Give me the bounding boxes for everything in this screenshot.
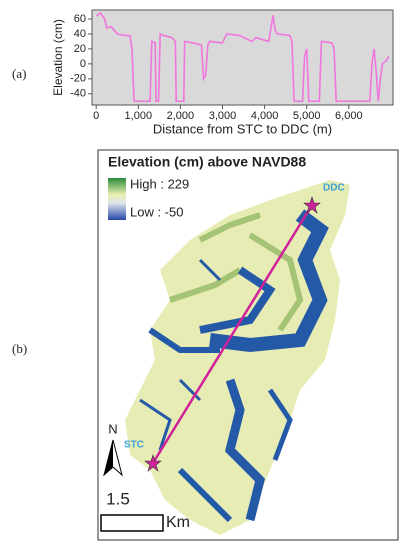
y-tick-label: 20 <box>74 43 86 55</box>
x-tick-label: 3,000 <box>209 110 237 122</box>
map-panel: Elevation (cm) above NAVD88 High : 229 L… <box>97 149 399 541</box>
vegetation <box>169 212 304 332</box>
y-axis-label: Elevation (cm) <box>51 19 65 96</box>
x-tick-label: 6,000 <box>335 110 363 122</box>
y-tick-label: -40 <box>70 88 86 100</box>
x-tick-label: 2,000 <box>167 110 195 122</box>
end-label: DDC <box>323 183 345 194</box>
profile-line <box>95 11 390 103</box>
north-label: N <box>108 421 117 436</box>
x-tick-label: 5,000 <box>293 110 321 122</box>
y-tick-label: -20 <box>70 73 86 85</box>
map-title: Elevation (cm) above NAVD88 <box>108 154 306 170</box>
scale-value: 1.5 <box>106 489 130 508</box>
legend-ramp <box>108 178 126 220</box>
elevation-profile: 0 1,000 2,000 3,000 4,000 5,000 6,000 -40 -20 0 20… <box>51 9 394 136</box>
y-tick-label: 0 <box>80 58 86 70</box>
x-tick-label: 4,000 <box>251 110 279 122</box>
scale-bar <box>100 514 164 532</box>
legend-low: Low : -50 <box>130 204 183 219</box>
panel-label: (b) <box>12 341 27 356</box>
north-arrow-half <box>104 440 113 475</box>
start-label: STC <box>124 440 144 451</box>
end-marker <box>303 196 321 214</box>
legend-high: High : 229 <box>130 176 189 191</box>
start-marker <box>144 454 162 472</box>
x-tick-label: 0 <box>93 110 99 122</box>
y-tick-label: 40 <box>74 28 86 40</box>
panel-label: (a) <box>12 66 26 81</box>
plot-area <box>91 9 394 106</box>
x-tick-label: 1,000 <box>125 110 153 122</box>
scale-unit: Km <box>166 514 190 531</box>
x-axis-label: Distance from STC to DDC (m) <box>153 121 332 136</box>
transect <box>151 204 314 464</box>
y-tick-label: 60 <box>74 13 86 25</box>
channels <box>139 209 329 523</box>
